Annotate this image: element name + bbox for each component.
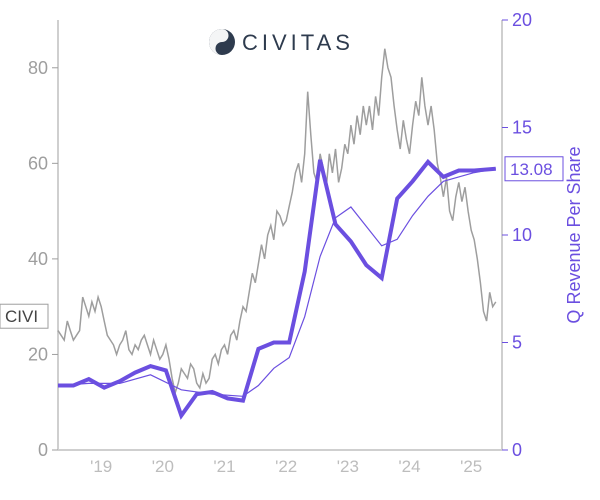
x-tick-label: '21: [213, 457, 235, 476]
chart-svg: 0 20 40 60 80 0 5 10 15 20 '19 '20 '21 '22 '23 '24 '25 CI…: [0, 0, 600, 500]
revenue-quarterly-line: [58, 160, 496, 416]
left-tick-label: 20: [28, 344, 48, 364]
right-tick-label: 15: [512, 118, 532, 138]
x-tick-label: '23: [337, 457, 359, 476]
right-tick-label: 5: [512, 333, 522, 353]
right-tick-label: 10: [512, 225, 532, 245]
brand-logo-icon: [209, 29, 235, 55]
stock-revenue-chart: 0 20 40 60 80 0 5 10 15 20 '19 '20 '21 '22 '23 '24 '25 CI…: [0, 0, 600, 500]
current-value-label: 13.08: [510, 160, 553, 179]
x-tick-label: '19: [90, 457, 112, 476]
left-tick-label: 80: [28, 58, 48, 78]
brand-name: CIVITAS: [242, 30, 354, 55]
left-tick-label: 0: [38, 440, 48, 460]
x-tick-label: '25: [460, 457, 482, 476]
left-tick-label: 60: [28, 153, 48, 173]
ticker-label: CIVI: [5, 307, 38, 326]
x-tick-label: '24: [398, 457, 420, 476]
x-tick-label: '20: [152, 457, 174, 476]
left-tick-label: 40: [28, 249, 48, 269]
x-tick-label: '22: [275, 457, 297, 476]
revenue-ttm-line: [58, 169, 496, 396]
right-tick-label: 20: [512, 10, 532, 30]
right-axis-label: Q Revenue Per Share: [564, 146, 584, 323]
right-tick-label: 0: [512, 440, 522, 460]
